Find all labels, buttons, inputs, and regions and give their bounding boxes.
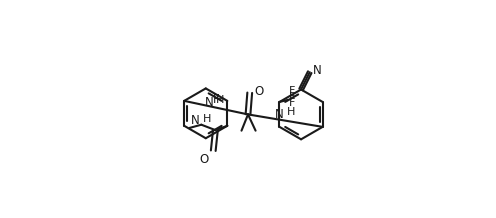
Text: N: N (191, 114, 200, 127)
Text: N: N (204, 96, 213, 109)
Text: H: H (202, 114, 211, 124)
Text: F: F (212, 93, 219, 106)
Text: N: N (313, 63, 322, 77)
Text: O: O (199, 153, 208, 166)
Text: H: H (216, 95, 225, 105)
Text: F: F (289, 86, 296, 96)
Text: F: F (289, 98, 296, 108)
Text: F: F (289, 92, 296, 102)
Text: O: O (254, 85, 264, 98)
Text: N: N (275, 108, 284, 121)
Text: H: H (286, 107, 295, 118)
